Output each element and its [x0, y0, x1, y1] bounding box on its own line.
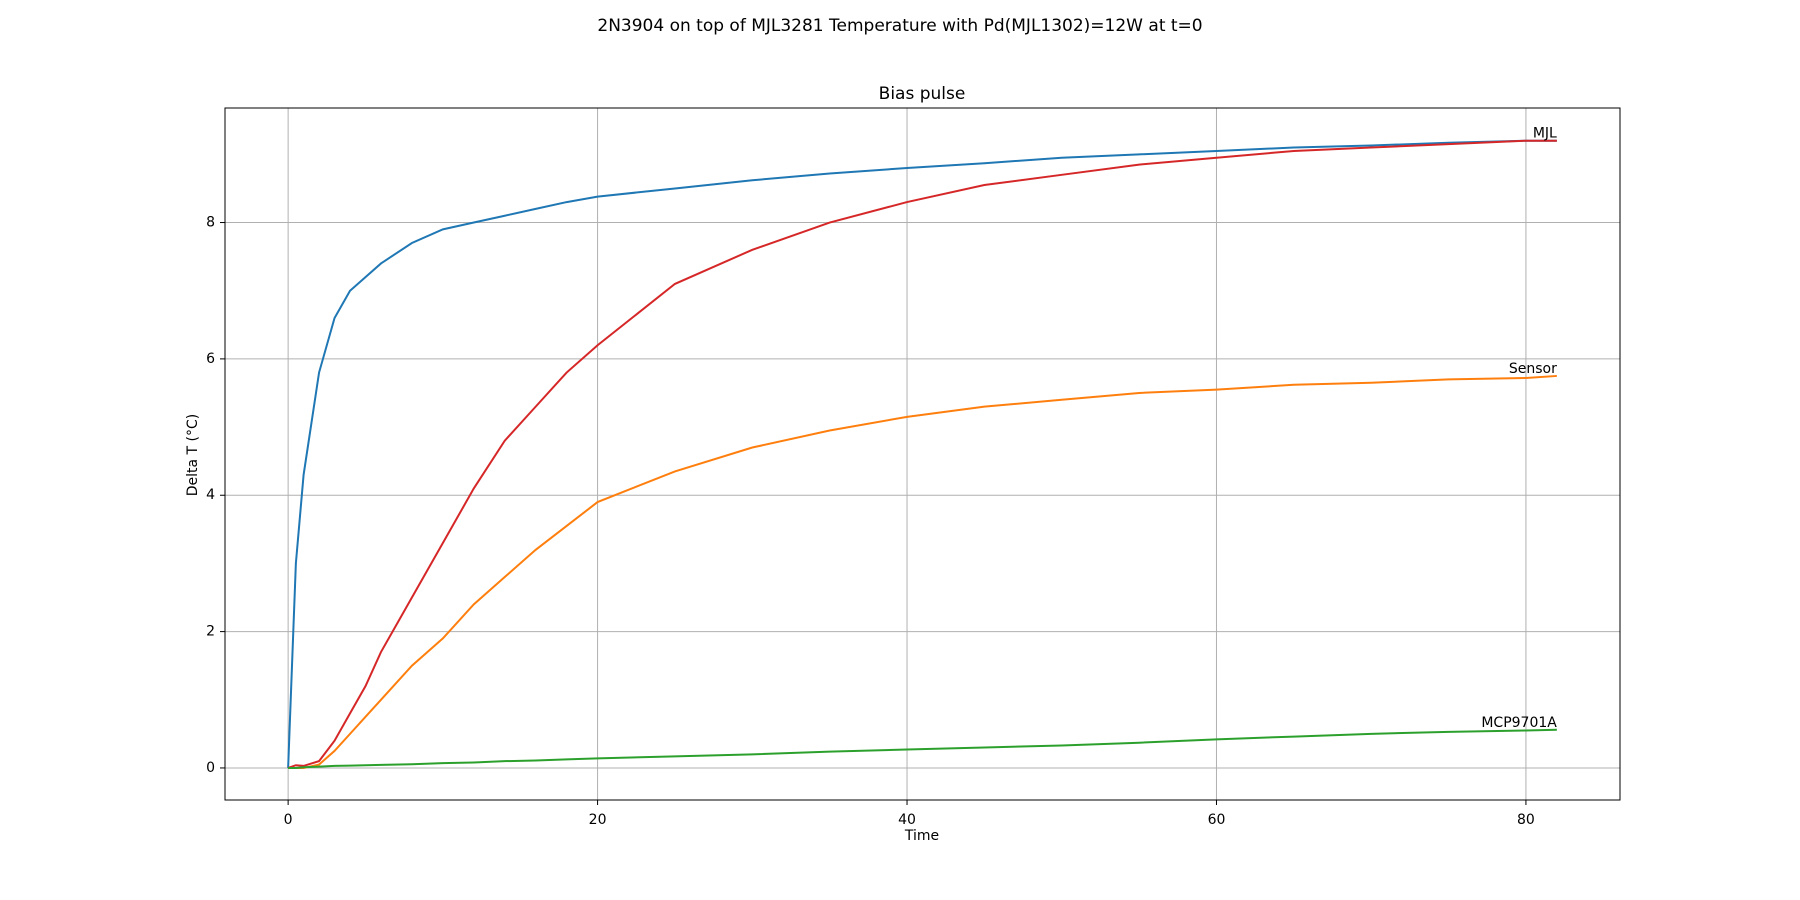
x-tick-label: 60 [1208, 812, 1226, 828]
plot-frame [224, 107, 1621, 801]
series-line [287, 139, 1557, 769]
x-axis-label: Time [904, 828, 939, 844]
series-line [288, 374, 1557, 769]
x-tick-label: 80 [1517, 812, 1535, 828]
series-line [287, 139, 1557, 768]
x-tick-label: 40 [898, 812, 916, 828]
chart-title: 2N3904 on top of MJL3281 Temperature wit… [597, 16, 1202, 36]
y-axis-label: Delta T (°C) [185, 414, 201, 497]
series-annotation: Sensor [1509, 361, 1557, 377]
y-tick-label: 4 [206, 487, 215, 503]
series-line [288, 728, 1557, 769]
x-tick-label: 0 [284, 812, 293, 828]
y-tick-label: 6 [206, 351, 215, 367]
y-tick-label: 2 [206, 624, 215, 640]
series-annotation: MCP9701A [1481, 715, 1557, 731]
chart-subtitle: Bias pulse [879, 84, 966, 104]
y-tick-label: 0 [206, 760, 215, 776]
y-tick-label: 8 [206, 215, 215, 231]
x-tick-label: 20 [589, 812, 607, 828]
series-annotation: MJL [1533, 126, 1557, 142]
